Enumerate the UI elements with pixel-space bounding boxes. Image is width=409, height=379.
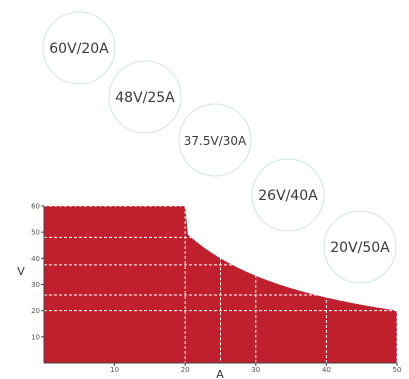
y-tick-label-20: 20 — [31, 307, 40, 315]
bubble-label: 60V/20A — [49, 41, 109, 57]
operating-point-bubble: 48V/25A — [108, 60, 182, 134]
x-tick-label-30: 30 — [251, 366, 260, 374]
bubble-circle — [108, 60, 182, 134]
operating-point-bubble: 26V/40A — [251, 158, 325, 232]
y-tick-label-50: 50 — [31, 229, 40, 237]
bubble-circle — [42, 11, 116, 85]
y-tick-label-60: 60 — [31, 203, 40, 211]
operating-point-bubble: 60V/20A — [42, 11, 116, 85]
x-axis-title: A — [216, 368, 224, 379]
operating-point-bubble: 20V/50A — [323, 210, 397, 284]
x-tick-label-50: 50 — [393, 366, 402, 374]
operating-point-guides — [44, 205, 398, 363]
operating-point-bubble: 37.5V/30A — [178, 103, 252, 177]
bubble-label: 20V/50A — [330, 240, 390, 256]
y-axis-title: V — [17, 265, 25, 278]
plot-area: 10 20 30 40 50 60 10 20 30 40 50 — [31, 203, 401, 375]
x-tick-label-40: 40 — [322, 366, 331, 374]
bubble-label: 26V/40A — [258, 188, 318, 204]
operating-point-bubbles: 60V/20A 48V/25A 37.5V/30A 26V/40A 20V/50A — [42, 11, 397, 284]
x-tick-label-20: 20 — [181, 366, 190, 374]
y-tick-label-10: 10 — [31, 333, 40, 341]
bubble-label: 37.5V/30A — [184, 134, 247, 148]
bubble-label: 48V/25A — [115, 90, 175, 106]
x-tick-label-10: 10 — [110, 366, 119, 374]
y-tick-label-30: 30 — [31, 281, 40, 289]
axes: 10 20 30 40 50 60 10 20 30 40 50 — [31, 203, 401, 375]
bubble-circle — [178, 103, 252, 177]
bubble-circle — [251, 158, 325, 232]
bubble-circle — [323, 210, 397, 284]
y-tick-label-40: 40 — [31, 255, 40, 263]
